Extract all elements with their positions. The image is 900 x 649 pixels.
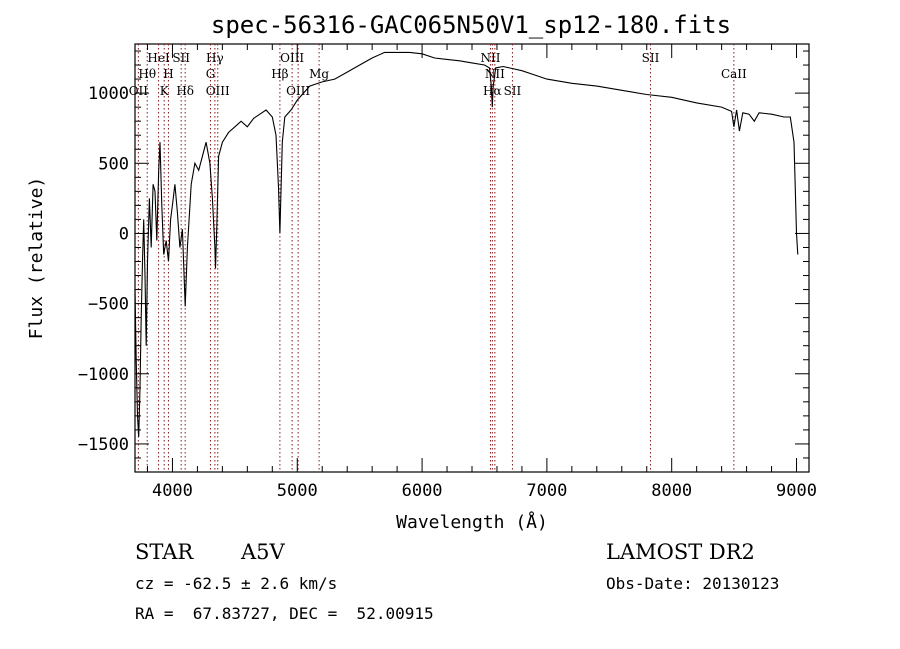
line-label: G [206,67,216,81]
line-label: OIII [206,84,230,98]
y-tick-label: 1000 [88,84,129,104]
line-label: Hβ [271,67,288,81]
line-label: Hγ [206,51,224,65]
y-axis: −1500 −1000 −500 0 500 1000 [78,50,809,459]
ra-dec: RA = 67.83727, DEC = 52.00915 [135,604,434,623]
x-tick-label: 6000 [402,481,443,501]
spectrum-line [134,51,799,437]
y-tick-label: −1500 [78,435,129,455]
x-tick-label: 4000 [152,481,193,501]
y-tick-label: −1000 [78,365,129,385]
line-label: SII [172,51,190,65]
line-label: K [160,84,170,98]
y-axis-label: Flux (relative) [26,177,47,340]
object-subclass: A5V [241,540,285,564]
x-axis: 4000 5000 6000 7000 8000 9000 [146,44,817,501]
y-tick-label: 500 [98,154,129,174]
line-label: H [163,67,173,81]
obs-date: Obs-Date: 20130123 [606,574,780,593]
y-tick-label: −500 [88,295,129,315]
x-tick-label: 7000 [526,481,567,501]
line-label: NII [480,51,500,65]
line-label: SII [504,84,522,98]
chart-title: spec-56316-GAC065N50V1_sp12-180.fits [211,11,731,39]
line-label: Hθ [138,67,156,81]
x-axis-label: Wavelength (Å) [396,511,548,533]
line-label: HeI [147,51,170,65]
line-label: SII [642,51,660,65]
line-label: Hδ [176,84,194,98]
line-label: OII [129,84,149,98]
survey-name: LAMOST DR2 [606,540,755,564]
x-tick-label: 8000 [651,481,692,501]
object-class: STAR [135,540,194,564]
line-label: Hα [483,84,502,98]
line-label: OIII [280,51,304,65]
redshift-text: cz = -62.5 ± 2.6 km/s [135,574,338,593]
x-tick-label: 9000 [776,481,817,501]
plot-frame [134,43,810,473]
y-tick-label: 0 [119,224,129,244]
line-label: OIII [286,84,310,98]
line-label: Mg [309,67,329,81]
x-tick-label: 5000 [277,481,318,501]
line-label: CaII [721,67,747,81]
